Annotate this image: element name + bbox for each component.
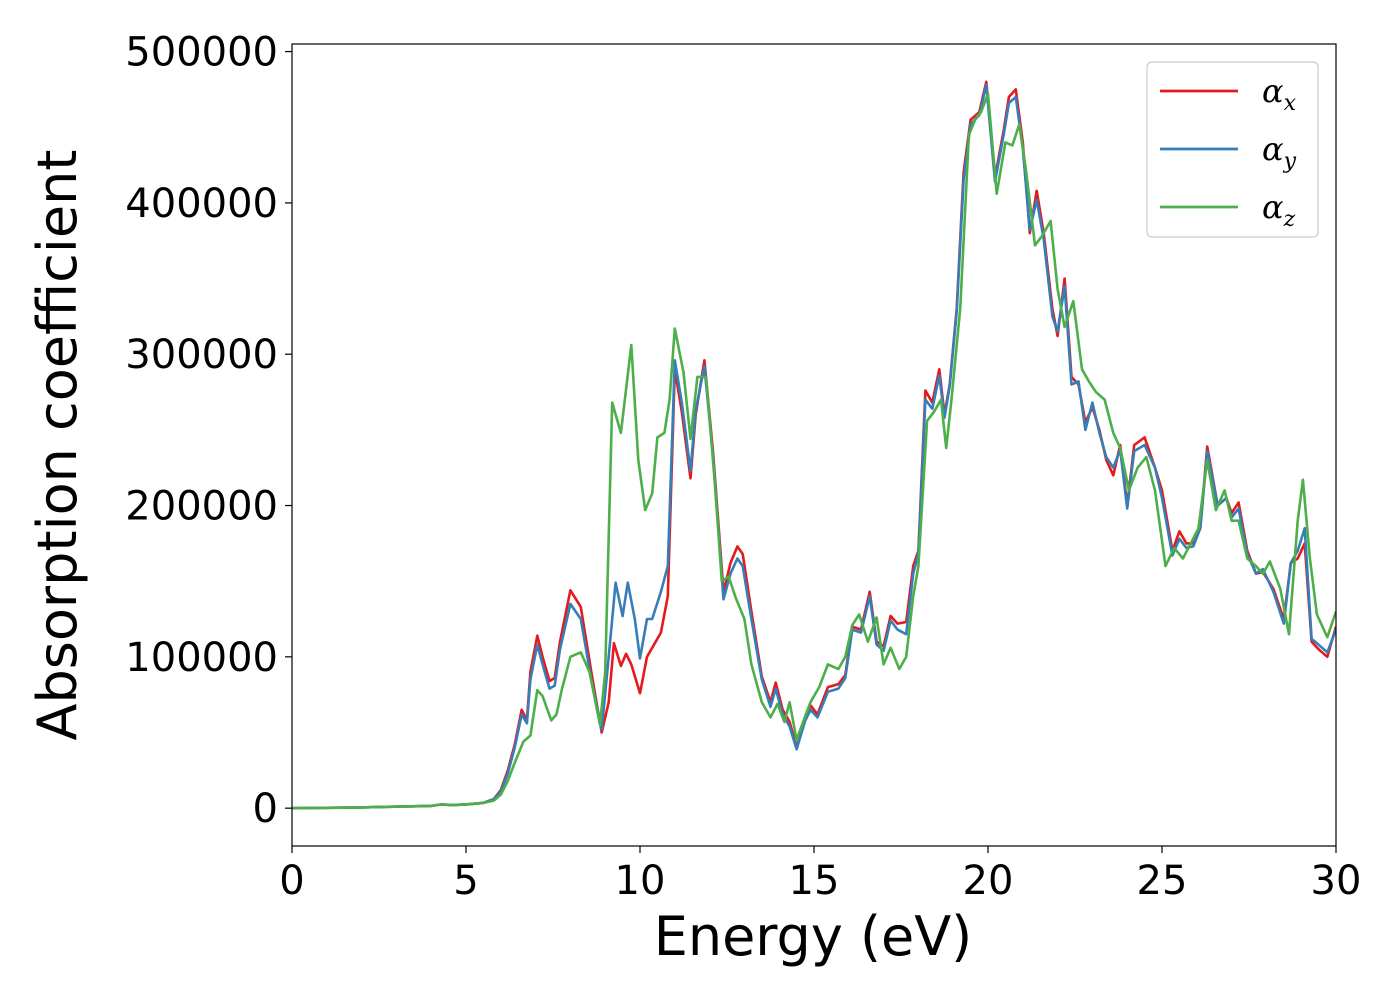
y-tick-label: 300000 xyxy=(125,332,278,378)
legend-label-y: αy xyxy=(1262,130,1297,174)
x-tick-label: 10 xyxy=(615,858,666,904)
legend: αx αy αz xyxy=(1146,61,1319,238)
x-tick-label: 20 xyxy=(963,858,1014,904)
x-tick-label: 0 xyxy=(279,858,304,904)
legend-label-z: αz xyxy=(1262,188,1296,232)
x-tick-label: 30 xyxy=(1311,858,1362,904)
x-tick-label: 15 xyxy=(789,858,840,904)
y-tick-label: 200000 xyxy=(125,484,278,530)
y-tick-label: 100000 xyxy=(125,635,278,681)
legend-label-x: αx xyxy=(1262,72,1297,116)
y-axis-label: Absorption coefficient xyxy=(26,150,89,741)
series-line-y xyxy=(292,83,1336,810)
y-tick-label: 0 xyxy=(253,786,278,832)
series-line-z xyxy=(292,92,1336,810)
y-tick-label: 400000 xyxy=(125,181,278,227)
x-tick-label: 25 xyxy=(1137,858,1188,904)
x-tick-label: 5 xyxy=(453,858,478,904)
x-axis-label: Energy (eV) xyxy=(654,905,973,968)
y-tick-label: 500000 xyxy=(125,30,278,76)
